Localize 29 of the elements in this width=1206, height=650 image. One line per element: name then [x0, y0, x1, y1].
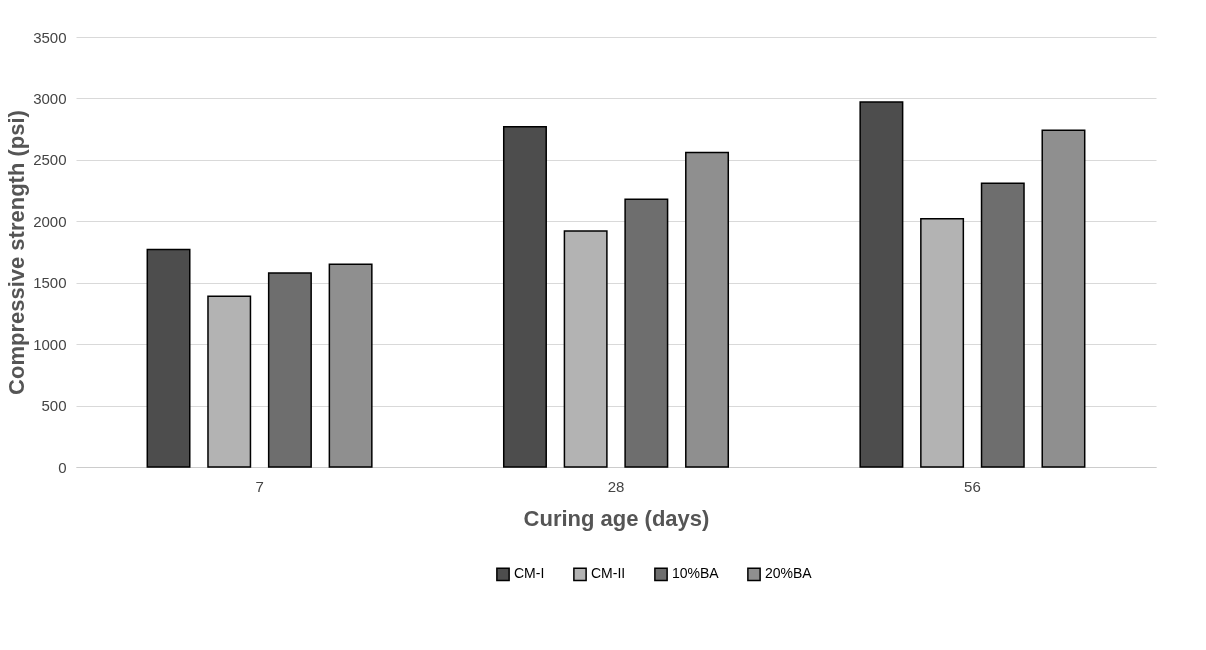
y-tick-label: 2500 [33, 151, 67, 169]
y-tick-label: 1000 [33, 335, 67, 353]
y-tick-label: 0 [58, 458, 67, 476]
bar [328, 263, 373, 468]
bar [920, 218, 965, 468]
y-tick-label: 500 [41, 397, 67, 415]
bar [207, 295, 252, 468]
bar [859, 101, 904, 468]
legend-label: 20%BA [765, 565, 813, 582]
bar [146, 248, 191, 468]
bar [267, 272, 312, 468]
bar [563, 230, 608, 468]
x-tick-label: 7 [255, 477, 264, 495]
legend-label: CM-II [591, 565, 626, 582]
x-tick-label: 56 [964, 477, 981, 495]
bar [624, 198, 669, 468]
x-tick-label: 28 [607, 477, 625, 495]
y-tick-label: 3000 [33, 89, 67, 107]
x-axis-title: Curing age (days) [523, 505, 710, 531]
y-tick-label: 1500 [33, 274, 67, 292]
bar [1041, 129, 1086, 468]
legend-label: CM-I [514, 565, 545, 582]
y-tick-label: 3500 [33, 28, 67, 46]
y-tick-label: 2000 [33, 212, 67, 230]
bar [502, 125, 547, 468]
y-axis-title: Compressive strength (psi) [4, 110, 30, 395]
bar [685, 151, 730, 468]
legend-label: 10%BA [672, 565, 720, 582]
bar [980, 182, 1025, 468]
